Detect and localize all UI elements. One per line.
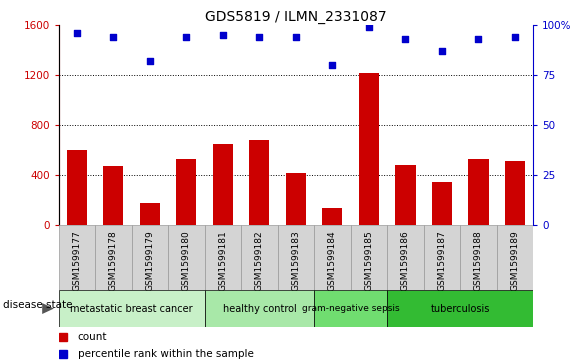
Point [108, 34, 118, 40]
Bar [278, 225, 314, 290]
Point [401, 36, 410, 42]
Bar [286, 173, 306, 225]
Bar [432, 182, 452, 225]
Point [218, 32, 227, 38]
Text: GSM1599187: GSM1599187 [438, 230, 447, 291]
Bar [176, 159, 196, 225]
Bar [132, 225, 168, 290]
Title: GDS5819 / ILMN_2331087: GDS5819 / ILMN_2331087 [205, 11, 387, 24]
Text: GSM1599185: GSM1599185 [364, 230, 373, 291]
Point [255, 34, 264, 40]
Text: percentile rank within the sample: percentile rank within the sample [77, 349, 254, 359]
Bar [205, 225, 241, 290]
Text: metastatic breast cancer: metastatic breast cancer [70, 303, 193, 314]
Bar [103, 166, 124, 225]
Text: GSM1599188: GSM1599188 [474, 230, 483, 291]
Text: GSM1599178: GSM1599178 [109, 230, 118, 291]
Bar [350, 225, 387, 290]
Text: disease state: disease state [3, 300, 73, 310]
Bar [59, 225, 95, 290]
Bar [460, 225, 497, 290]
Bar [67, 150, 87, 225]
Bar [387, 225, 424, 290]
Point [72, 30, 81, 36]
Bar [387, 290, 533, 327]
Bar [396, 165, 415, 225]
Text: GSM1599181: GSM1599181 [219, 230, 227, 291]
Text: GSM1599183: GSM1599183 [291, 230, 301, 291]
Point [437, 48, 447, 54]
Text: GSM1599189: GSM1599189 [510, 230, 520, 291]
Point [510, 34, 520, 40]
Bar [424, 225, 460, 290]
Bar [468, 159, 489, 225]
Text: tuberculosis: tuberculosis [431, 303, 490, 314]
Bar [250, 140, 270, 225]
Bar [505, 162, 525, 225]
Bar [314, 225, 350, 290]
Point [145, 58, 155, 64]
Point [328, 62, 337, 68]
Text: GSM1599184: GSM1599184 [328, 230, 337, 291]
Text: GSM1599180: GSM1599180 [182, 230, 191, 291]
Bar [140, 203, 160, 225]
Bar [205, 290, 314, 327]
Text: GSM1599179: GSM1599179 [145, 230, 154, 291]
Bar [359, 73, 379, 225]
Point [291, 34, 301, 40]
Text: GSM1599186: GSM1599186 [401, 230, 410, 291]
Text: gram-negative sepsis: gram-negative sepsis [302, 304, 400, 313]
Bar [241, 225, 278, 290]
Text: count: count [77, 332, 107, 342]
Polygon shape [42, 303, 54, 314]
Bar [168, 225, 205, 290]
Point [182, 34, 191, 40]
Bar [314, 290, 387, 327]
Bar [497, 225, 533, 290]
Bar [213, 144, 233, 225]
Bar [322, 208, 342, 225]
Bar [59, 290, 205, 327]
Text: GSM1599177: GSM1599177 [72, 230, 81, 291]
Point [364, 24, 374, 30]
Text: healthy control: healthy control [223, 303, 297, 314]
Bar [95, 225, 132, 290]
Text: GSM1599182: GSM1599182 [255, 230, 264, 291]
Point [474, 36, 483, 42]
